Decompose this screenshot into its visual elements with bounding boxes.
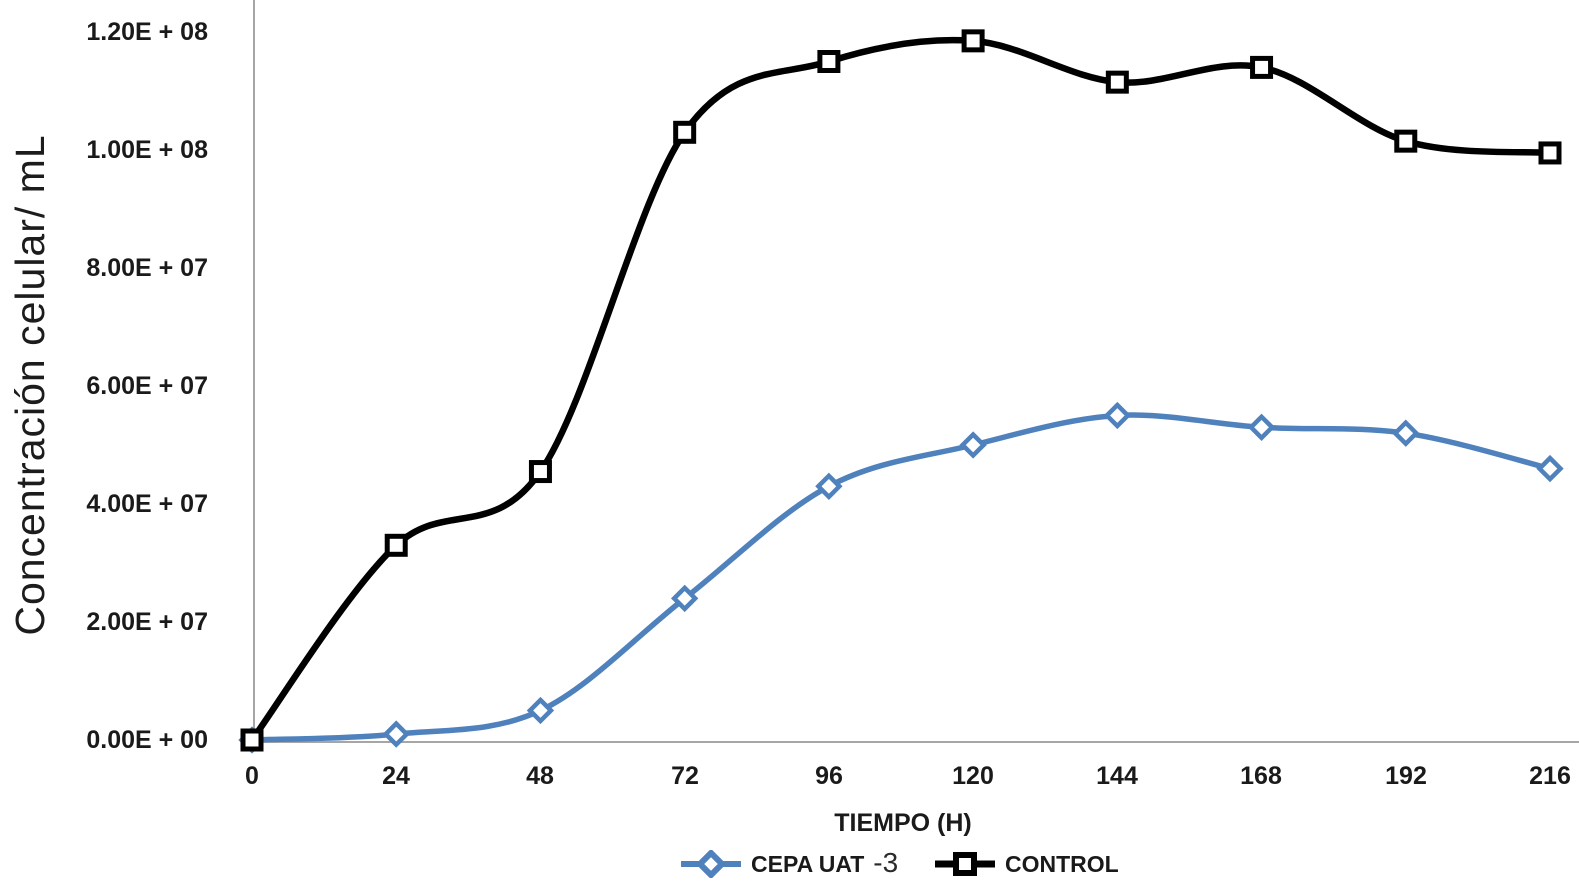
data-point-diamond	[1103, 401, 1132, 430]
x-tick-label: 48	[526, 762, 554, 790]
legend-label: CEPA UAT	[751, 850, 865, 877]
legend-item-control: CONTROL	[934, 848, 1128, 880]
data-point-square	[1105, 70, 1129, 94]
x-axis-title: TIEMPO (H)	[834, 809, 972, 837]
data-point-diamond	[815, 472, 843, 500]
data-point-square	[1250, 55, 1274, 79]
series-line-cepa-uat-3	[249, 412, 1553, 743]
x-tick-label: 192	[1385, 762, 1427, 790]
x-tick-label: 144	[1096, 762, 1138, 790]
diamond-marker-icon	[681, 850, 741, 878]
data-point-square	[384, 533, 408, 557]
data-point-square	[240, 728, 264, 752]
data-point-square	[528, 460, 552, 484]
data-point-diamond	[959, 431, 987, 459]
data-point-diamond	[382, 720, 410, 748]
data-point-diamond	[1247, 413, 1276, 441]
data-point-diamond	[1536, 454, 1564, 483]
x-tick-label: 72	[671, 762, 699, 790]
legend-label: CONTROL	[1005, 850, 1119, 877]
data-point-diamond	[670, 584, 699, 613]
x-tick-label: 120	[952, 762, 994, 790]
x-tick-label: 216	[1529, 762, 1571, 790]
x-tick-label: 24	[382, 762, 410, 790]
y-tick-label: 1.00E + 08	[86, 136, 208, 164]
square-marker-icon	[935, 852, 995, 876]
legend-item-cepa-uat-3: CEPA UAT -3	[680, 847, 899, 880]
data-point-square	[1394, 129, 1418, 153]
legend-label-suffix: -3	[873, 847, 899, 878]
y-tick-label: 6.00E + 07	[86, 372, 208, 400]
data-point-square	[1538, 141, 1562, 165]
data-point-diamond	[1392, 419, 1420, 447]
data-point-square	[817, 50, 841, 73]
y-tick-label: 4.00E + 07	[86, 490, 208, 518]
y-tick-label: 2.00E + 07	[86, 608, 208, 636]
data-point-diamond	[526, 696, 555, 725]
y-tick-label: 1.20E + 08	[86, 18, 208, 46]
x-tick-label: 0	[245, 762, 259, 790]
x-tick-label: 168	[1240, 762, 1282, 790]
series-line-control	[248, 36, 1554, 744]
y-tick-label: 0.00E + 00	[86, 726, 208, 754]
data-point-square	[961, 29, 985, 53]
data-point-square	[673, 120, 697, 144]
y-tick-label: 8.00E + 07	[86, 254, 208, 282]
x-tick-label: 96	[815, 762, 843, 790]
